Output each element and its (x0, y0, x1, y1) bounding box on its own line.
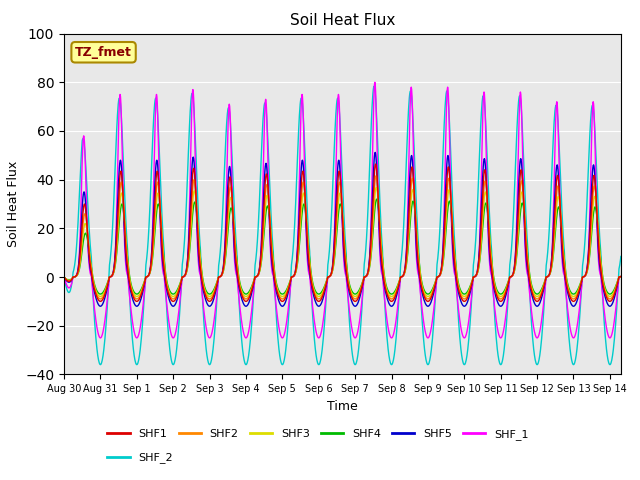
SHF_1 (60, 274, 68, 280)
Line: SHF_2: SHF_2 (64, 86, 628, 365)
SHF4 (487, 248, 495, 253)
SHF_1 (550, 209, 557, 215)
SHF2 (223, 231, 230, 237)
SHF4 (624, 247, 632, 252)
SHF4 (223, 244, 230, 250)
SHF3 (223, 238, 230, 243)
SHF_2 (624, 159, 632, 165)
SHF3 (372, 185, 380, 191)
SHF1 (161, 276, 169, 281)
SHF1 (624, 226, 632, 232)
Line: SHF_1: SHF_1 (64, 82, 628, 338)
SHF1 (274, 291, 282, 297)
SHF5 (487, 265, 495, 271)
SHF_1 (223, 179, 230, 185)
SHF1 (606, 299, 614, 304)
SHF4 (172, 289, 180, 295)
Line: SHF3: SHF3 (64, 188, 628, 297)
SHF3 (606, 294, 614, 300)
SHF_2 (161, 276, 169, 282)
SHF_2 (606, 362, 614, 368)
SHF_2 (371, 84, 378, 89)
Y-axis label: Soil Heat Flux: Soil Heat Flux (6, 161, 20, 247)
SHF2 (606, 296, 614, 302)
SHF5 (60, 274, 68, 280)
SHF3 (172, 292, 180, 298)
Line: SHF4: SHF4 (64, 199, 628, 294)
SHF1 (550, 235, 557, 240)
SHF2 (60, 274, 68, 280)
SHF_1 (274, 317, 282, 323)
SHF2 (624, 235, 632, 240)
SHF_1 (624, 184, 632, 190)
SHF4 (274, 285, 282, 291)
SHF2 (372, 173, 380, 179)
SHF4 (161, 267, 169, 273)
SHF5 (274, 295, 282, 300)
SHF3 (60, 274, 68, 280)
SHF4 (606, 291, 614, 297)
SHF1 (172, 296, 180, 302)
SHF1 (223, 221, 230, 227)
SHF_2 (223, 121, 230, 127)
SHF_2 (550, 133, 557, 139)
SHF2 (487, 254, 495, 260)
SHF_2 (274, 335, 282, 340)
SHF_2 (487, 237, 495, 243)
SHF4 (550, 252, 557, 257)
Line: SHF5: SHF5 (64, 153, 628, 306)
SHF5 (161, 278, 169, 284)
SHF3 (274, 288, 282, 293)
SHF5 (371, 150, 379, 156)
SHF3 (161, 270, 169, 276)
SHF1 (487, 260, 495, 265)
SHF_1 (487, 271, 495, 276)
SHF2 (274, 289, 282, 295)
SHF2 (161, 273, 169, 278)
Line: SHF1: SHF1 (64, 164, 628, 301)
SHF_2 (60, 274, 68, 280)
SHF_1 (606, 335, 614, 341)
SHF2 (172, 294, 180, 300)
Text: TZ_fmet: TZ_fmet (75, 46, 132, 59)
SHF_1 (172, 329, 180, 335)
SHF4 (373, 196, 381, 202)
Title: Soil Heat Flux: Soil Heat Flux (290, 13, 395, 28)
SHF1 (60, 274, 68, 280)
Line: SHF2: SHF2 (64, 176, 628, 299)
SHF5 (172, 300, 180, 306)
SHF4 (60, 274, 68, 280)
SHF5 (606, 303, 614, 309)
SHF5 (624, 216, 632, 222)
X-axis label: Time: Time (327, 400, 358, 413)
SHF3 (550, 247, 557, 253)
SHF_2 (172, 353, 180, 359)
SHF3 (624, 241, 632, 247)
SHF5 (550, 225, 557, 231)
Legend: SHF_2: SHF_2 (103, 448, 177, 468)
SHF1 (372, 161, 380, 167)
SHF_1 (371, 79, 379, 85)
SHF5 (223, 209, 230, 215)
SHF_1 (161, 286, 169, 291)
SHF2 (550, 242, 557, 248)
SHF3 (487, 250, 495, 256)
